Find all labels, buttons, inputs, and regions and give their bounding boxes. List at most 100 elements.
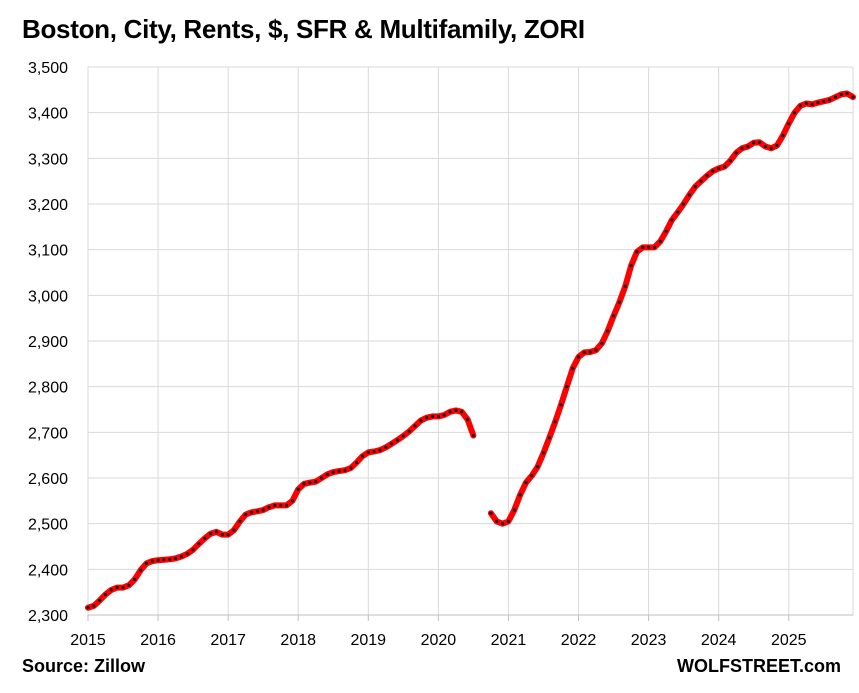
data-point <box>506 519 510 524</box>
data-point <box>331 470 335 474</box>
data-point <box>752 141 756 145</box>
data-point <box>156 558 160 562</box>
y-tick-label: 3,000 <box>28 288 68 305</box>
y-tick-label: 3,100 <box>28 243 68 260</box>
data-point <box>419 418 423 423</box>
data-point <box>401 434 405 438</box>
y-tick-label: 2,500 <box>28 517 68 534</box>
data-point <box>641 245 645 249</box>
data-point <box>179 554 183 559</box>
x-tick-label: 2015 <box>70 632 106 649</box>
data-point <box>86 606 90 610</box>
data-point <box>682 202 686 206</box>
data-point <box>670 218 674 222</box>
data-point <box>588 350 592 354</box>
data-point <box>810 102 814 106</box>
data-point <box>658 239 662 243</box>
data-point <box>833 95 838 99</box>
data-point <box>828 98 832 102</box>
data-point <box>185 552 189 556</box>
data-point <box>629 264 633 268</box>
data-point <box>407 429 411 433</box>
data-point <box>191 548 195 552</box>
data-point <box>226 533 230 537</box>
data-point <box>144 561 148 566</box>
data-point <box>635 250 639 254</box>
data-point <box>565 385 569 389</box>
data-point <box>652 245 657 249</box>
data-point <box>734 151 738 155</box>
data-point <box>413 424 417 428</box>
data-point <box>460 410 464 414</box>
data-point <box>711 169 715 173</box>
data-point <box>302 482 306 486</box>
data-point <box>197 542 201 546</box>
x-tick-label: 2025 <box>771 632 807 649</box>
data-point <box>600 341 604 345</box>
data-point <box>845 91 849 96</box>
data-point <box>372 449 376 454</box>
source-note: Source: Zillow <box>22 656 146 676</box>
data-point <box>728 159 733 163</box>
data-point <box>693 185 697 189</box>
data-point <box>536 465 540 469</box>
data-point <box>757 140 762 144</box>
data-point <box>290 499 294 503</box>
data-point <box>431 414 435 418</box>
data-point <box>687 193 692 197</box>
data-point <box>314 480 318 484</box>
data-point <box>209 532 213 536</box>
data-point <box>103 592 108 597</box>
data-point <box>559 403 563 407</box>
data-point <box>793 111 797 115</box>
data-point <box>390 442 394 446</box>
data-point <box>606 329 610 333</box>
data-point <box>349 466 353 470</box>
y-tick-label: 3,400 <box>28 106 68 123</box>
data-point <box>133 577 137 582</box>
y-tick-label: 3,200 <box>28 197 68 214</box>
y-tick-label: 2,900 <box>28 334 68 351</box>
data-point <box>816 101 820 105</box>
data-point <box>174 556 178 561</box>
data-point <box>617 300 622 304</box>
data-point <box>238 519 242 524</box>
data-point <box>343 468 347 472</box>
chart-title: Boston, City, Rents, $, SFR & Multifamil… <box>22 14 585 44</box>
data-point <box>308 481 312 485</box>
data-point <box>705 174 709 178</box>
data-point <box>366 450 370 454</box>
data-point <box>512 508 516 512</box>
data-point <box>571 366 575 370</box>
data-point <box>798 104 803 108</box>
x-tick-label: 2023 <box>631 632 667 649</box>
data-point <box>804 101 808 106</box>
data-point <box>279 503 283 507</box>
data-point <box>92 604 96 608</box>
x-tick-label: 2020 <box>421 632 457 649</box>
x-tick-label: 2017 <box>210 632 246 649</box>
y-tick-label: 3,500 <box>28 60 68 77</box>
y-tick-label: 2,400 <box>28 562 68 579</box>
axis-layer: 2,300 2,400 2,500 2,600 2,700 2,800 2,900 3,000… <box>28 60 853 649</box>
brand-watermark: WOLFSTREET.com <box>676 656 841 676</box>
data-point <box>168 557 172 561</box>
data-point <box>203 536 207 540</box>
data-point <box>255 509 259 513</box>
series-line-layer <box>85 90 856 611</box>
data-point <box>553 420 557 424</box>
data-point <box>320 476 324 480</box>
data-point <box>139 568 143 572</box>
data-point <box>524 481 528 485</box>
data-point <box>121 586 125 590</box>
data-point <box>355 460 359 465</box>
data-point <box>647 245 651 249</box>
data-point <box>325 472 329 476</box>
data-point <box>541 451 546 455</box>
data-point <box>214 530 218 534</box>
data-point <box>699 179 703 183</box>
data-point <box>115 586 119 590</box>
data-point <box>296 487 300 491</box>
